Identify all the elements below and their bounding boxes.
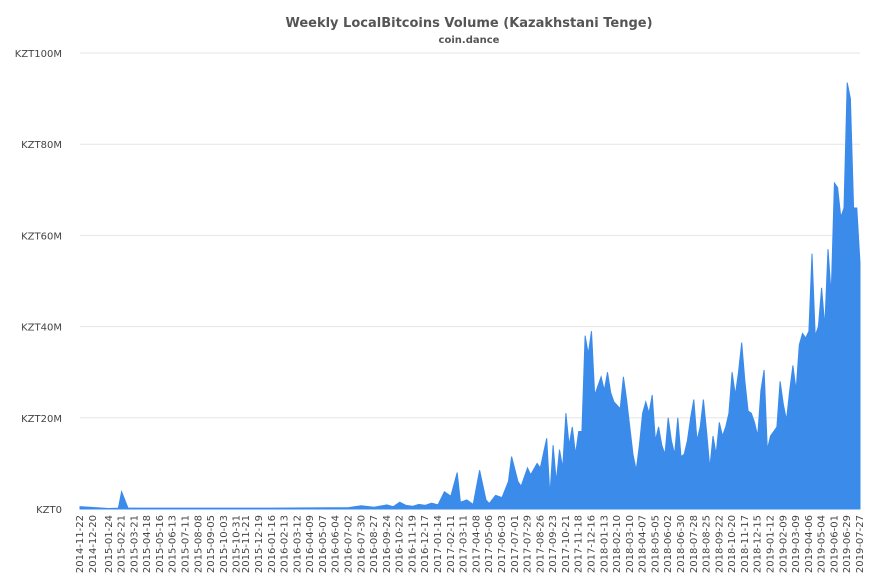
x-tick-label: 2017-02-11	[446, 515, 457, 573]
x-tick-label: 2015-05-16	[155, 515, 166, 573]
x-tick-label: 2017-07-29	[523, 515, 534, 573]
x-tick-label: 2018-09-22	[714, 515, 725, 573]
x-tick-label: 2017-06-03	[497, 515, 508, 573]
x-tick-label: 2019-01-12	[766, 515, 777, 573]
x-tick-label: 2018-06-30	[676, 515, 687, 573]
plot-area	[79, 82, 861, 510]
x-tick-label: 2017-03-11	[459, 515, 470, 573]
x-tick-label: 2018-10-20	[727, 515, 738, 573]
x-tick-label: 2016-01-16	[267, 515, 278, 573]
x-tick-label: 2015-10-31	[232, 515, 243, 573]
x-tick-label: 2016-07-30	[356, 515, 367, 573]
x-tick-label: 2015-01-24	[104, 515, 115, 573]
x-tick-label: 2018-05-05	[650, 515, 661, 573]
x-tick-label: 2016-08-27	[369, 515, 380, 573]
x-tick-label: 2015-03-21	[129, 515, 140, 573]
y-tick-label: KZT40M	[21, 323, 62, 334]
x-tick-label: 2015-09-05	[206, 515, 217, 573]
x-tick-label: 2019-06-01	[829, 515, 840, 573]
y-tick-label: KZT20M	[21, 414, 62, 425]
x-tick-label: 2016-07-02	[344, 515, 355, 573]
x-tick-label: 2016-04-09	[305, 515, 316, 573]
x-tick-label: 2015-11-21	[241, 515, 252, 573]
x-tick-label: 2017-09-23	[548, 515, 559, 573]
x-tick-label: 2018-03-10	[625, 515, 636, 573]
x-tick-label: 2019-05-04	[817, 515, 828, 573]
x-tick-label: 2019-03-09	[791, 515, 802, 573]
x-tick-label: 2017-08-26	[535, 515, 546, 573]
x-tick-label: 2016-06-04	[331, 515, 342, 573]
x-tick-label: 2017-10-21	[561, 515, 572, 573]
x-tick-label: 2015-02-21	[117, 515, 128, 573]
y-tick-label: KZT80M	[21, 140, 62, 151]
x-tick-label: 2018-07-28	[689, 515, 700, 573]
x-tick-label: 2015-10-03	[219, 515, 230, 573]
x-tick-label: 2019-06-29	[842, 515, 853, 573]
x-tick-label: 2018-08-25	[702, 515, 713, 573]
x-tick-label: 2018-06-02	[663, 515, 674, 573]
x-tick-label: 2017-04-08	[471, 515, 482, 573]
x-tick-label: 2015-04-18	[142, 515, 153, 573]
x-tick-label: 2015-08-08	[193, 515, 204, 573]
x-tick-label: 2014-11-22	[75, 515, 86, 573]
x-tick-label: 2016-03-12	[292, 515, 303, 573]
y-tick-label: KZT0	[36, 505, 62, 516]
x-tick-label: 2018-02-10	[612, 515, 623, 573]
volume-area	[79, 82, 861, 510]
x-tick-label: 2016-02-13	[280, 515, 291, 573]
y-axis: KZT0 KZT20M KZT40M KZT60M KZT80M KZT100M	[15, 49, 62, 516]
x-tick-label: 2015-12-19	[254, 515, 265, 573]
x-tick-label: 2017-01-14	[433, 515, 444, 573]
x-tick-label: 2016-05-07	[318, 515, 329, 573]
chart-subtitle: coin.dance	[439, 35, 500, 46]
x-tick-label: 2018-11-17	[740, 515, 751, 573]
x-tick-label: 2014-12-20	[88, 515, 99, 573]
x-tick-label: 2016-12-17	[420, 515, 431, 573]
x-tick-label: 2017-05-06	[484, 515, 495, 573]
x-axis: 2014-11-22 2014-12-20 2015-01-24 2015-02-21…	[75, 515, 866, 573]
x-tick-label: 2019-07-27	[855, 515, 866, 573]
x-tick-label: 2016-10-22	[395, 515, 406, 573]
chart-title: Weekly LocalBitcoins Volume (Kazakhstani…	[285, 16, 652, 31]
x-tick-label: 2017-12-16	[587, 515, 598, 573]
x-tick-label: 2019-02-09	[778, 515, 789, 573]
x-tick-label: 2018-01-13	[599, 515, 610, 573]
x-tick-label: 2018-04-07	[638, 515, 649, 573]
x-tick-label: 2016-11-19	[408, 515, 419, 573]
x-tick-label: 2016-09-24	[382, 515, 393, 573]
x-tick-label: 2017-07-01	[510, 515, 521, 573]
x-tick-label: 2018-12-15	[753, 515, 764, 573]
x-tick-label: 2017-11-18	[574, 515, 585, 573]
x-tick-label: 2019-04-06	[804, 515, 815, 573]
y-tick-label: KZT60M	[21, 231, 62, 242]
y-tick-label: KZT100M	[15, 49, 62, 60]
x-tick-label: 2015-06-13	[168, 515, 179, 573]
x-tick-label: 2015-07-11	[181, 515, 192, 573]
